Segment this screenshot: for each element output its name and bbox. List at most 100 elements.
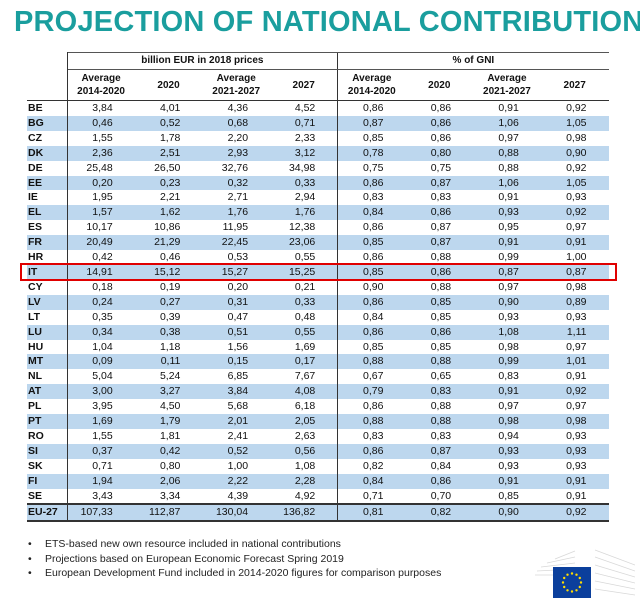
value-cell: 3,84 xyxy=(92,102,113,114)
value-cell: 1,95 xyxy=(92,191,113,204)
value-cell: 0,94 xyxy=(498,429,519,442)
value-cell: 0,35 xyxy=(92,310,113,323)
value-cell: 0,88 xyxy=(473,145,541,161)
star-icon xyxy=(570,590,574,593)
value-cell: 112,87 xyxy=(134,503,203,523)
value-cell: 0,65 xyxy=(430,370,452,383)
column-header-line: 2027 xyxy=(563,79,586,91)
column-header-line: 2021-2027 xyxy=(483,86,531,97)
value-cell: 0,84 xyxy=(337,205,406,221)
value-cell: 0,15 xyxy=(202,354,271,370)
value-cell: 0,71 xyxy=(270,115,338,131)
value-cell: 1,01 xyxy=(540,354,609,370)
table-row: BG 0,46 0,52 0,68 0,71 0,87 0,86 1,06 1,05 xyxy=(27,115,609,131)
value-cell: 0,21 xyxy=(294,280,316,293)
value-cell: 1,57 xyxy=(67,205,135,221)
country-code: CZ xyxy=(27,130,68,146)
value-cell: 0,88 xyxy=(430,400,452,413)
country-code: LU xyxy=(27,324,68,340)
value-cell: 5,24 xyxy=(159,370,181,383)
value-cell: 0,33 xyxy=(270,294,338,310)
country-code: HU xyxy=(27,339,68,355)
value-cell: 21,29 xyxy=(134,235,203,251)
value-cell: 0,87 xyxy=(540,264,609,280)
table-row: BE 3,84 4,01 4,36 4,52 0,86 0,86 0,91 0,92 xyxy=(27,100,609,116)
value-cell: 0,87 xyxy=(430,221,452,234)
value-cell: 0,85 xyxy=(337,235,406,251)
value-cell: 0,91 xyxy=(473,235,541,251)
table-row: RO 1,55 1,81 2,41 2,63 0,83 0,83 0,94 0,93 xyxy=(27,428,609,444)
star-icon xyxy=(566,573,569,576)
value-cell: 0,86 xyxy=(337,399,406,415)
table-row: EU-27 107,33 112,87 130,04 136,82 0,81 0,82 0,9… xyxy=(27,503,609,523)
value-cell: 0,82 xyxy=(337,458,406,474)
value-cell: 0,09 xyxy=(67,354,135,370)
table-row: FI 1,94 2,06 2,22 2,28 0,84 0,86 0,91 0,91 xyxy=(27,473,609,489)
value-cell: 4,52 xyxy=(294,102,316,114)
value-cell: 2,06 xyxy=(134,473,203,489)
value-cell: 0,19 xyxy=(159,280,181,293)
country-code: EE xyxy=(27,175,68,191)
country-code: MT xyxy=(27,354,68,370)
value-cell: 0,55 xyxy=(294,251,316,264)
value-cell: 26,50 xyxy=(154,161,181,174)
value-cell: 0,93 xyxy=(540,443,609,459)
star-icon xyxy=(578,576,581,580)
value-cell: 0,78 xyxy=(337,145,406,161)
note-item: • Projections based on European Economic … xyxy=(28,552,344,565)
value-cell: 0,80 xyxy=(405,145,474,161)
value-cell: 15,27 xyxy=(202,264,271,280)
value-cell: 4,36 xyxy=(227,102,249,114)
value-cell: 0,46 xyxy=(67,115,135,131)
value-cell: 0,84 xyxy=(430,459,452,472)
column-header: 2020 xyxy=(134,69,203,101)
value-cell: 0,31 xyxy=(202,294,271,310)
column-header-line: 2014-2020 xyxy=(77,86,125,97)
value-cell: 2,28 xyxy=(270,473,338,489)
value-cell: 0,91 xyxy=(498,102,519,114)
column-header-line: Average xyxy=(216,73,256,84)
star-icon xyxy=(579,581,583,584)
country-header xyxy=(27,69,68,101)
value-cell: 0,88 xyxy=(337,414,406,429)
value-cell: 0,90 xyxy=(473,294,541,310)
value-cell: 0,86 xyxy=(337,100,406,116)
country-code: BE xyxy=(27,100,68,116)
value-cell: 2,41 xyxy=(227,429,249,442)
value-cell: 1,79 xyxy=(134,414,203,429)
value-cell: 0,91 xyxy=(540,473,609,489)
value-cell: 1,76 xyxy=(270,205,338,221)
value-cell: 1,06 xyxy=(473,175,541,191)
value-cell: 0,84 xyxy=(337,309,406,325)
country-code: SE xyxy=(27,488,68,505)
table-row: SK 0,71 0,80 1,00 1,08 0,82 0,84 0,93 0,93 xyxy=(27,458,609,474)
value-cell: 1,62 xyxy=(134,205,203,221)
value-cell: 1,78 xyxy=(159,131,181,144)
value-cell: 1,08 xyxy=(473,324,541,340)
country-code: DK xyxy=(27,145,68,161)
value-cell: 0,87 xyxy=(405,175,474,191)
value-cell: 0,33 xyxy=(270,175,338,191)
country-code: BG xyxy=(27,115,68,131)
table-row: FR 20,49 21,29 22,45 23,06 0,85 0,87 0,91 0,91 xyxy=(27,235,609,251)
value-cell: 0,20 xyxy=(227,280,249,293)
value-cell: 0,99 xyxy=(498,251,519,264)
value-cell: 0,85 xyxy=(337,264,406,280)
table-row: PL 3,95 4,50 5,68 6,18 0,86 0,88 0,97 0,97 xyxy=(27,399,609,415)
country-code: CY xyxy=(27,279,68,295)
value-cell: 0,51 xyxy=(202,324,271,340)
star-icon xyxy=(561,581,565,584)
value-cell: 0,97 xyxy=(498,131,519,144)
star-icon xyxy=(563,585,566,589)
value-cell: 0,37 xyxy=(67,443,135,459)
column-header: 2020 xyxy=(405,69,474,101)
value-cell: 3,00 xyxy=(67,384,135,400)
value-cell: 5,04 xyxy=(92,370,113,383)
value-cell: 1,18 xyxy=(159,340,181,353)
value-cell: 0,24 xyxy=(67,294,135,310)
note-text: European Development Fund included in 20… xyxy=(45,567,442,579)
value-cell: 0,93 xyxy=(473,205,541,221)
value-cell: 0,75 xyxy=(337,160,406,176)
value-cell: 0,93 xyxy=(498,459,519,472)
table-row: DK 2,36 2,51 2,93 3,12 0,78 0,80 0,88 0,90 xyxy=(27,145,609,161)
